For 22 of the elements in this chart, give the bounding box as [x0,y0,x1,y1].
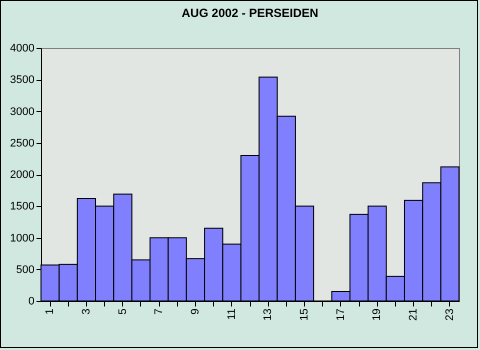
y-tick-label: 2000 [10,169,34,181]
y-tick-label: 1500 [10,200,34,213]
y-tick-label: 500 [16,264,34,276]
x-tick-label: 1 [44,308,56,315]
y-tick-label: 3500 [10,74,34,86]
y-tick-label: 3000 [10,106,34,118]
y-tick-label: 4000 [10,42,34,54]
y-tick-label: 0 [28,296,34,308]
chart-title: AUG 2002 - PERSEIDEN [182,6,318,20]
x-tick-label: 13 [262,308,274,321]
x-tick-label: 21 [408,308,420,321]
x-tick-label: 3 [80,308,92,315]
x-tick-label: 11 [226,308,238,320]
x-tick-label: 17 [334,308,347,321]
y-tick-label: 1000 [10,232,34,244]
x-tick-label: 15 [298,308,311,321]
y-tick-label: 2500 [10,137,34,150]
x-tick-label: 7 [153,308,166,315]
x-tick-label: 5 [116,308,129,315]
x-tick-label: 19 [371,308,384,321]
x-tick-label: 9 [189,308,202,315]
x-tick-label: 23 [444,308,456,321]
